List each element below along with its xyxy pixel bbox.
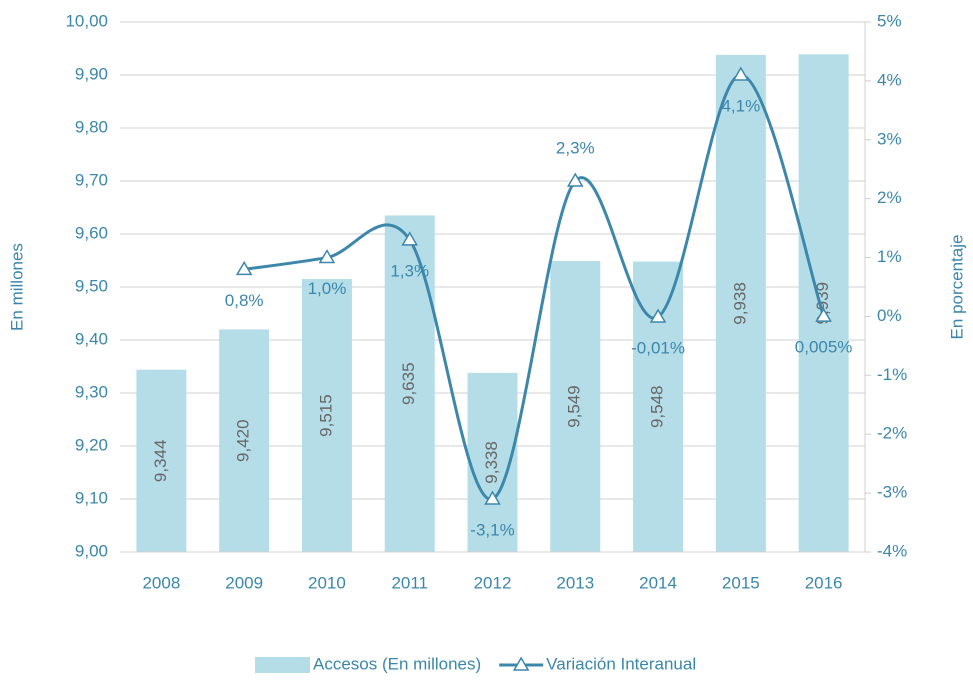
line-value-label: 4,1% bbox=[721, 96, 760, 115]
bar-value-label: 9,549 bbox=[565, 385, 584, 428]
bar-value-label: 9,338 bbox=[482, 441, 501, 484]
bar-value-label: 9,938 bbox=[730, 282, 749, 325]
y2-tick-label: 3% bbox=[877, 129, 902, 148]
y2-tick-label: 4% bbox=[877, 70, 902, 89]
x-tick-label: 2009 bbox=[225, 573, 263, 592]
bar-value-label: 9,635 bbox=[399, 362, 418, 405]
line-marker bbox=[401, 231, 419, 246]
y-tick-label: 9,60 bbox=[75, 223, 108, 242]
legend-label: Variación Interanual bbox=[546, 654, 696, 673]
y2-tick-label: -3% bbox=[877, 483, 907, 502]
bar bbox=[136, 369, 187, 552]
bar bbox=[219, 329, 270, 552]
x-tick-label: 2016 bbox=[805, 573, 843, 592]
y-tick-label: 10,00 bbox=[65, 11, 108, 30]
y2-tick-label: 5% bbox=[877, 11, 902, 30]
x-tick-label: 2010 bbox=[308, 573, 346, 592]
x-tick-label: 2015 bbox=[722, 573, 760, 592]
y2-tick-label: -1% bbox=[877, 365, 907, 384]
x-tick-label: 2014 bbox=[639, 573, 677, 592]
line-marker bbox=[649, 308, 667, 323]
bar-value-label: 9,548 bbox=[648, 386, 667, 429]
y2-tick-label: 2% bbox=[877, 188, 902, 207]
y-tick-label: 9,50 bbox=[75, 276, 108, 295]
line-marker bbox=[318, 249, 336, 264]
y-tick-label: 9,70 bbox=[75, 170, 108, 189]
y-tick-label: 9,40 bbox=[75, 329, 108, 348]
line-value-label: 0,005% bbox=[795, 338, 853, 357]
line-value-label: 2,3% bbox=[556, 138, 595, 157]
line-marker bbox=[566, 172, 584, 187]
bar-value-label: 9,344 bbox=[151, 440, 170, 483]
bar-value-label: 9,420 bbox=[234, 419, 253, 462]
x-tick-label: 2012 bbox=[474, 573, 512, 592]
y2-tick-label: -2% bbox=[877, 424, 907, 443]
y-tick-label: 9,20 bbox=[75, 435, 108, 454]
line-value-label: 0,8% bbox=[225, 291, 264, 310]
legend-swatch bbox=[255, 657, 310, 673]
bar bbox=[798, 54, 849, 553]
x-tick-label: 2011 bbox=[391, 573, 428, 592]
legend-label: Accesos (En millones) bbox=[313, 654, 481, 673]
line-value-label: 1,3% bbox=[390, 261, 429, 280]
y-tick-label: 9,00 bbox=[75, 541, 108, 560]
legend-marker bbox=[512, 656, 530, 671]
bar bbox=[550, 261, 601, 552]
y-tick-label: 9,10 bbox=[75, 488, 108, 507]
y2-tick-label: 1% bbox=[877, 247, 902, 266]
line-marker bbox=[235, 260, 253, 276]
y-tick-label: 9,90 bbox=[75, 64, 108, 83]
y-tick-label: 9,80 bbox=[75, 117, 108, 136]
line-value-label: -0,01% bbox=[631, 339, 685, 358]
y2-axis-label: En porcentaje bbox=[947, 235, 966, 340]
bar bbox=[384, 215, 435, 552]
line-marker bbox=[815, 307, 832, 322]
bar-value-label: 9,515 bbox=[316, 394, 335, 437]
line-value-label: -3,1% bbox=[470, 520, 514, 539]
y-tick-label: 9,30 bbox=[75, 382, 108, 401]
y2-tick-label: -4% bbox=[877, 541, 907, 560]
x-tick-label: 2008 bbox=[142, 573, 180, 592]
line-value-label: 1,0% bbox=[308, 279, 347, 298]
x-tick-label: 2013 bbox=[556, 573, 594, 592]
line-marker bbox=[732, 66, 750, 81]
bar bbox=[715, 54, 766, 553]
bar bbox=[301, 279, 352, 552]
y-axis-label: En millones bbox=[7, 243, 26, 331]
line-marker bbox=[484, 490, 501, 505]
y2-tick-label: 0% bbox=[877, 306, 902, 325]
